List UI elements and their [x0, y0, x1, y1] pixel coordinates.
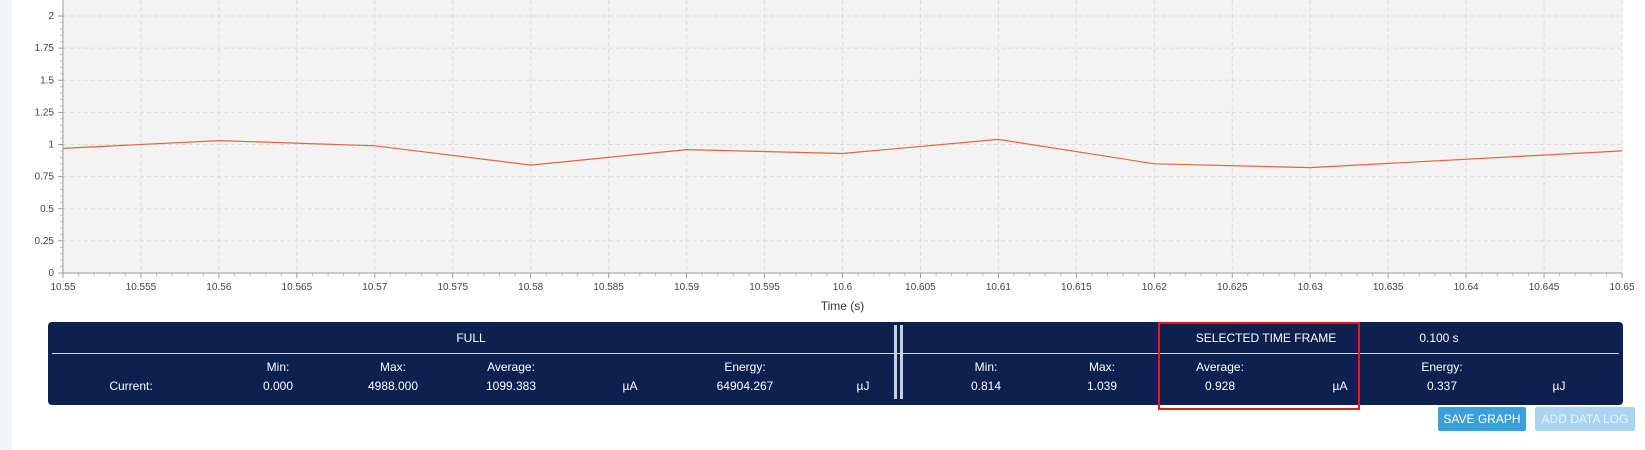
y-tick-label: 1.5 — [40, 75, 54, 86]
full-max-label: Max: — [379, 360, 407, 374]
selected-max-label: Max: — [1088, 360, 1116, 374]
full-current-unit: µA — [622, 379, 638, 393]
save-graph-button[interactable]: SAVE GRAPH — [1438, 407, 1526, 431]
selected-max-value: 1.039 — [1086, 379, 1118, 393]
x-tick-label: 10.575 — [437, 282, 468, 293]
y-tick-label: 0.25 — [35, 236, 55, 247]
stats-panel: FULL SELECTED TIME FRAME 0.100 s Current… — [48, 322, 1623, 405]
selected-average-value: 0.928 — [1204, 379, 1236, 393]
x-tick-label: 10.64 — [1454, 282, 1479, 293]
x-tick-label: 10.58 — [518, 282, 543, 293]
y-tick-label: 1.75 — [35, 43, 55, 54]
x-tick-label: 10.62 — [1142, 282, 1167, 293]
x-tick-label: 10.65 — [1609, 282, 1634, 293]
add-data-log-button[interactable]: ADD DATA LOG — [1535, 407, 1635, 431]
x-tick-label: 10.6 — [833, 282, 853, 293]
x-tick-label: 10.585 — [593, 282, 624, 293]
x-tick-label: 10.555 — [126, 282, 157, 293]
x-tick-label: 10.615 — [1061, 282, 1092, 293]
y-tick-label: 0.75 — [35, 172, 55, 183]
selected-energy-value: 0.337 — [1426, 379, 1458, 393]
x-tick-label: 10.63 — [1298, 282, 1323, 293]
selected-duration: 0.100 s — [1419, 331, 1459, 345]
x-axis-title: Time (s) — [821, 299, 865, 313]
selected-average-label: Average: — [1196, 360, 1244, 374]
y-tick-label: 0 — [48, 268, 54, 279]
full-title: FULL — [456, 331, 486, 345]
left-edge-strip — [0, 0, 12, 450]
selected-min-label: Min: — [974, 360, 998, 374]
x-tick-label: 10.645 — [1529, 282, 1560, 293]
selected-title: SELECTED TIME FRAME — [1195, 331, 1337, 345]
y-tick-label: 2 — [48, 11, 54, 22]
x-tick-label: 10.605 — [905, 282, 936, 293]
y-tick-label: 0.5 — [40, 204, 54, 215]
full-min-value: 0.000 — [262, 379, 294, 393]
x-tick-label: 10.61 — [986, 282, 1011, 293]
y-tick-label: 1 — [48, 140, 54, 151]
full-energy-unit: µJ — [856, 379, 870, 393]
stats-header-rule — [52, 353, 1619, 354]
current-row-label: Current: — [109, 379, 153, 393]
panel-divider-right[interactable] — [900, 325, 903, 399]
current-series-line — [62, 138, 1623, 169]
selected-energy-unit: µJ — [1552, 379, 1566, 393]
x-tick-label: 10.56 — [206, 282, 231, 293]
selected-energy-label: Energy: — [1421, 360, 1463, 374]
x-tick-label: 10.57 — [362, 282, 387, 293]
x-tick-label: 10.595 — [749, 282, 780, 293]
selected-current-unit: µA — [1332, 379, 1348, 393]
x-tick-label: 10.625 — [1217, 282, 1248, 293]
series-layer — [62, 138, 1623, 169]
current-chart[interactable]: 10.55 10.555 10.56 10.565 10.57 10.575 10.58 10… — [0, 0, 1645, 320]
full-average-value: 1099.383 — [485, 379, 537, 393]
x-tick-label: 10.635 — [1373, 282, 1404, 293]
full-average-label: Average: — [487, 360, 535, 374]
full-energy-value: 64904.267 — [716, 379, 774, 393]
x-tick-label: 10.565 — [282, 282, 313, 293]
full-max-value: 4988.000 — [367, 379, 419, 393]
axes: 10.55 10.555 10.56 10.565 10.57 10.575 10.58 10… — [35, 0, 1635, 293]
panel-divider-left[interactable] — [894, 325, 897, 399]
x-tick-label: 10.55 — [50, 282, 75, 293]
full-energy-label: Energy: — [724, 360, 766, 374]
x-tick-label: 10.59 — [674, 282, 699, 293]
selected-min-value: 0.814 — [970, 379, 1002, 393]
full-min-label: Min: — [266, 360, 290, 374]
y-tick-label: 1.25 — [35, 107, 55, 118]
